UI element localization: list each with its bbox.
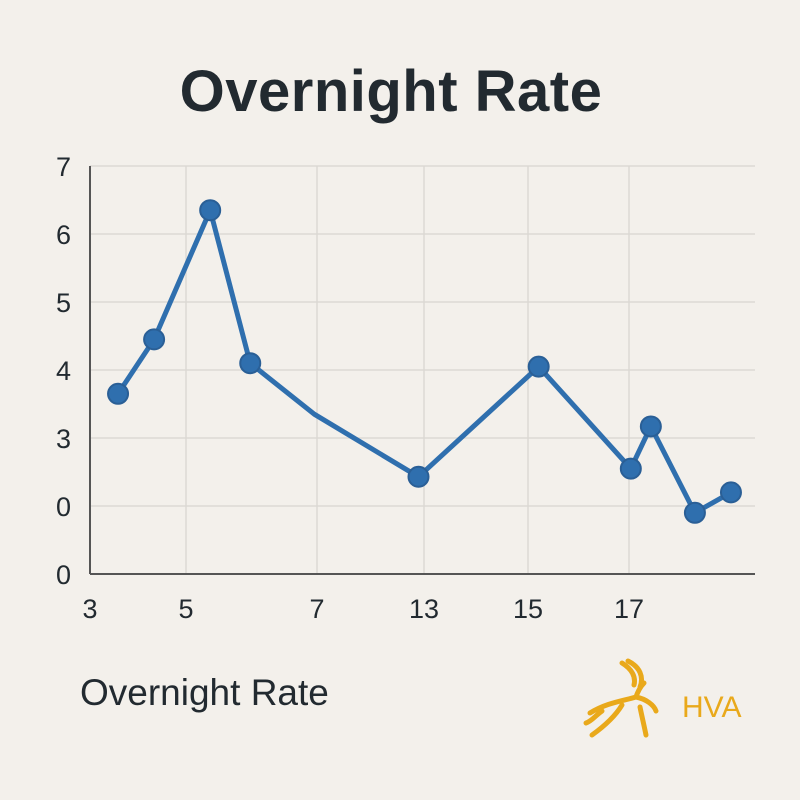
y-tick-label: 3 [56,424,71,454]
brand-logo: HVA [582,655,762,745]
data-point [527,355,550,378]
data-point [407,465,430,488]
x-axis-ticks: 3 5 7 13 15 17 [82,594,644,624]
x-tick-label: 5 [178,594,193,624]
data-point [639,415,662,438]
axes [89,166,755,575]
y-tick-label: 6 [56,220,71,250]
data-series [107,199,742,524]
y-tick-label: 5 [56,288,71,318]
gazelle-icon [583,658,659,738]
data-point [719,481,742,504]
data-point [143,328,166,351]
x-tick-label: 17 [614,594,644,624]
data-point [619,457,642,480]
data-point [683,501,706,524]
x-tick-label: 13 [409,594,439,624]
data-point [107,382,130,405]
y-tick-label: 0 [56,560,71,590]
x-tick-label: 7 [309,594,324,624]
grid-lines [90,165,755,574]
chart-title: Overnight Rate [179,59,603,124]
data-point [239,352,262,375]
y-axis-ticks: 0 0 3 4 5 6 7 [56,152,71,590]
y-tick-label: 0 [56,492,71,522]
data-point [199,199,222,222]
x-tick-label: 3 [82,594,97,624]
y-tick-label: 7 [56,152,71,182]
x-tick-label: 15 [513,594,543,624]
y-tick-label: 4 [56,356,71,386]
footer-label: Overnight Rate [80,672,329,713]
logo-text: HVA [682,691,742,724]
